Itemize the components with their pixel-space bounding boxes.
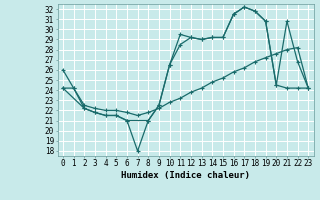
X-axis label: Humidex (Indice chaleur): Humidex (Indice chaleur) bbox=[121, 171, 250, 180]
